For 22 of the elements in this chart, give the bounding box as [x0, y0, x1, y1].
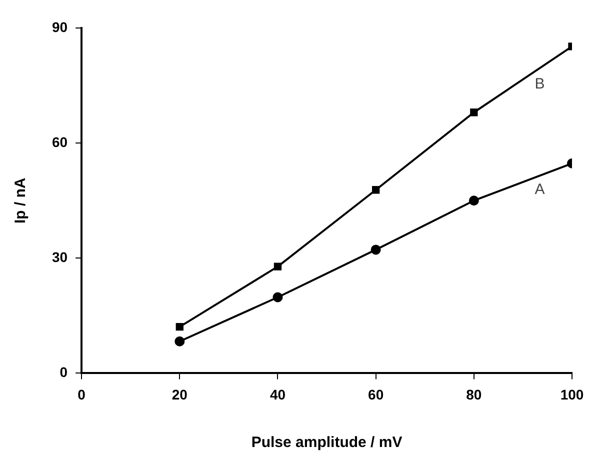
- point: [174, 336, 185, 346]
- x-tick-label: 40: [270, 386, 286, 402]
- x-tick-label: 20: [172, 386, 188, 402]
- series-label: A: [534, 180, 545, 198]
- point: [176, 322, 184, 331]
- point: [468, 196, 479, 206]
- point: [274, 262, 282, 270]
- point: [372, 186, 380, 194]
- x-axis-title: Pulse amplitude / mV: [251, 434, 402, 452]
- point: [370, 244, 381, 255]
- x-tick-label: 60: [368, 386, 384, 402]
- x-tick-label: 80: [466, 386, 482, 402]
- x-tick-label: 100: [560, 386, 584, 402]
- y-axis-title: Ip / nA: [12, 178, 30, 224]
- series-label: B: [534, 75, 545, 92]
- point: [272, 292, 283, 302]
- point: [470, 108, 478, 116]
- y-tick-label: 0: [60, 364, 68, 380]
- y-tick-label: 30: [52, 248, 68, 265]
- x-tick-label: 0: [78, 386, 86, 402]
- y-tick-label: 60: [52, 134, 68, 150]
- y-tick-label: 90: [52, 18, 68, 35]
